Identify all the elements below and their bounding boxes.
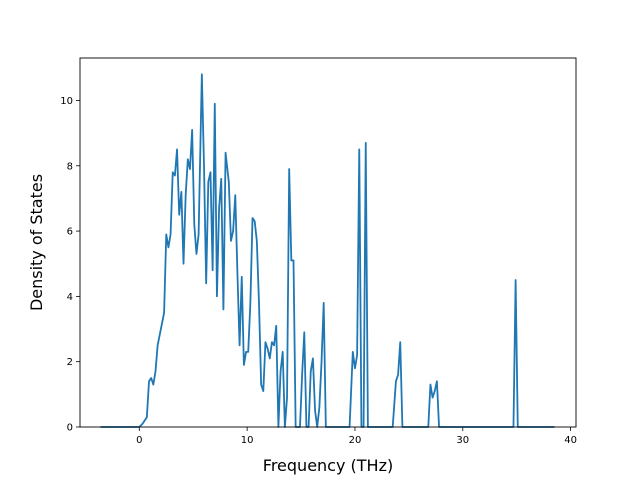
y-tick-label: 8 — [67, 161, 73, 172]
y-tick-label: 6 — [67, 227, 73, 238]
x-tick-label: 20 — [349, 435, 362, 446]
x-axis-label: Frequency (THz) — [263, 456, 393, 475]
y-axis-label: Density of States — [27, 174, 46, 311]
y-tick-label: 4 — [67, 292, 73, 303]
x-tick-label: 10 — [241, 435, 254, 446]
y-tick-label: 10 — [60, 96, 73, 107]
y-tick-label: 0 — [67, 423, 73, 434]
tick-group: 0 10 20 30 40 0 2 4 6 8 10 — [60, 96, 577, 446]
plot-frame — [79, 57, 577, 428]
x-tick-label: 0 — [136, 435, 142, 446]
y-tick-label: 2 — [67, 357, 73, 368]
x-tick-label: 40 — [564, 435, 577, 446]
x-tick-label: 30 — [456, 435, 469, 446]
